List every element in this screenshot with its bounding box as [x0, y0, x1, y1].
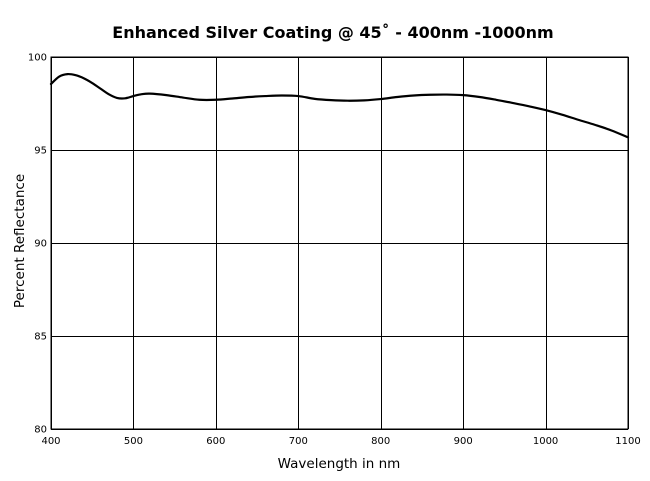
x-tick-label: 1100 [615, 436, 640, 447]
tick-labels: 400 500 600 700 800 900 1000 1100 80 85 90 95 100 [28, 53, 641, 448]
y-axis-label: Percent Reflectance [12, 174, 28, 308]
reflectance-curve [49, 72, 630, 139]
x-axis-label: Wavelength in nm [278, 456, 401, 472]
y-tick-label: 100 [28, 53, 47, 64]
chart-title: Enhanced Silver Coating @ 45˚ - 400nm -1… [112, 23, 553, 42]
x-tick-label: 400 [41, 436, 60, 447]
x-tick-label: 700 [289, 436, 308, 447]
grid [51, 57, 629, 430]
x-tick-label: 900 [454, 436, 473, 447]
y-tick-label: 95 [34, 146, 47, 157]
x-tick-label: 500 [124, 436, 143, 447]
y-tick-label: 90 [34, 239, 47, 250]
y-tick-label: 85 [34, 332, 47, 343]
plot-frame [50, 56, 629, 430]
y-tick-label: 80 [34, 425, 47, 436]
x-tick-label: 800 [371, 436, 390, 447]
x-tick-label: 600 [206, 436, 225, 447]
x-tick-label: 1000 [533, 436, 558, 447]
